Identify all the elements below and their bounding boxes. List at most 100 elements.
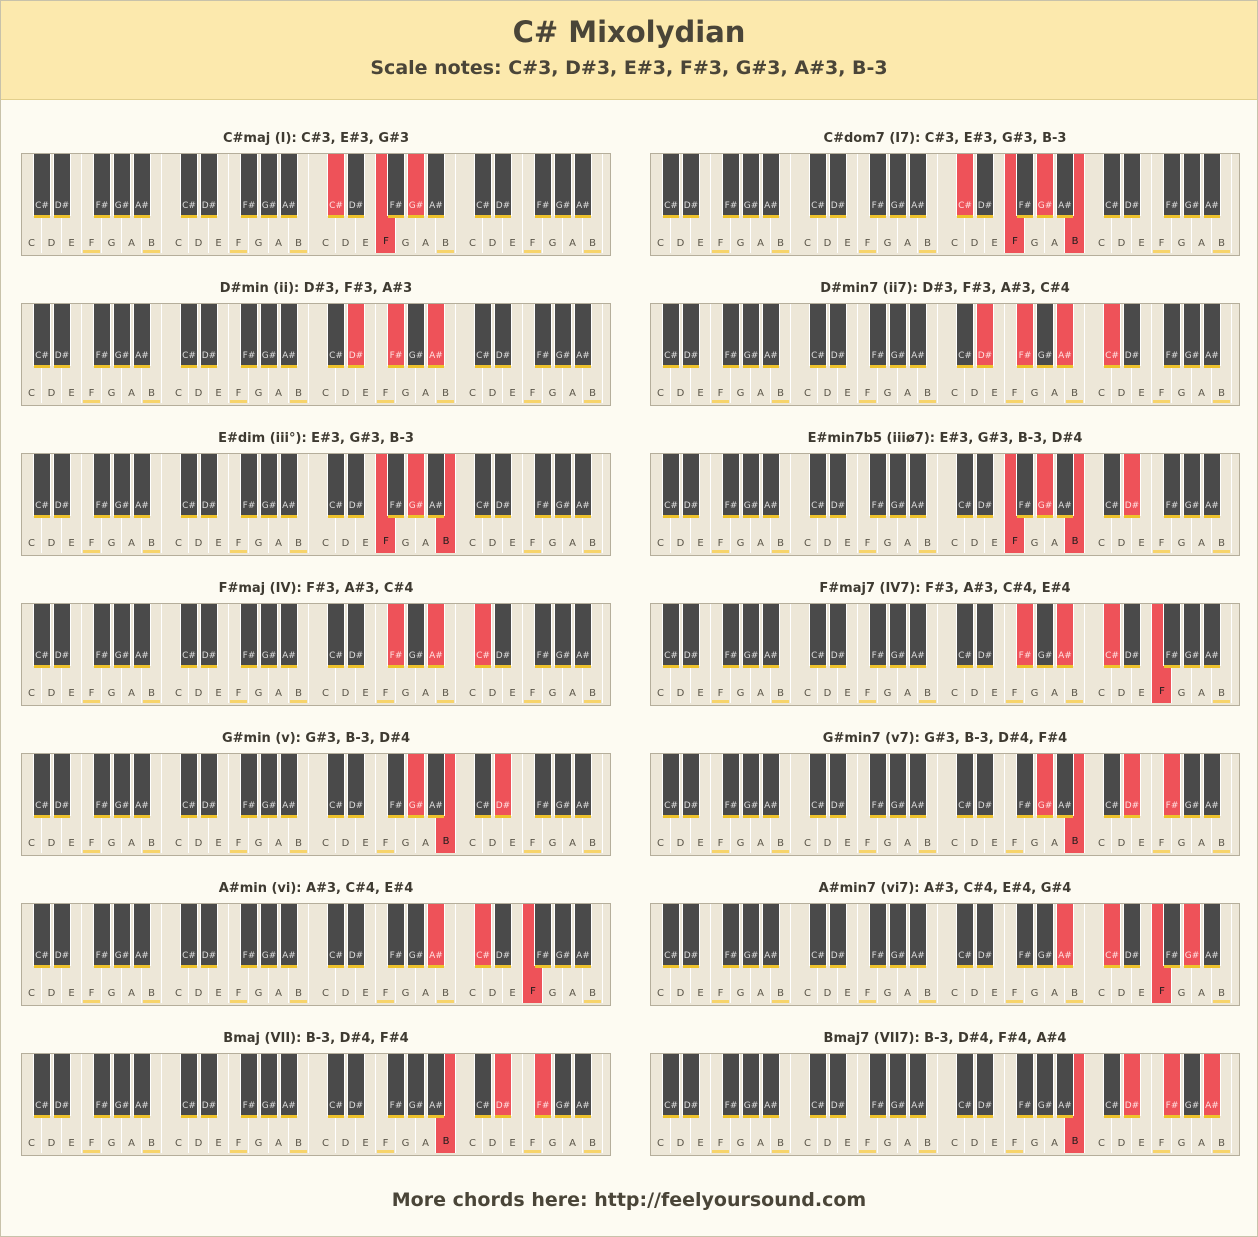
black-key-g-sharp[interactable]: G# <box>1036 754 1054 818</box>
black-key-g-sharp[interactable]: G# <box>554 154 572 218</box>
black-key-g-sharp[interactable]: G# <box>742 754 760 818</box>
black-key-c-sharp[interactable]: C# <box>1103 154 1121 218</box>
black-key-a-sharp[interactable]: A# <box>280 454 298 518</box>
black-key-g-sharp[interactable]: G# <box>260 604 278 668</box>
black-key-g-sharp[interactable]: G# <box>260 754 278 818</box>
black-key-a-sharp[interactable]: A# <box>909 304 927 368</box>
black-key-f-sharp[interactable]: F# <box>869 154 887 218</box>
black-key-f-sharp[interactable]: F# <box>534 604 552 668</box>
black-key-f-sharp[interactable]: F# <box>1016 604 1034 668</box>
black-key-g-sharp[interactable]: G# <box>407 754 425 818</box>
black-key-d-sharp[interactable]: D# <box>347 304 365 368</box>
black-key-c-sharp[interactable]: C# <box>956 904 974 968</box>
black-key-f-sharp[interactable]: F# <box>93 604 111 668</box>
black-key-a-sharp[interactable]: A# <box>574 304 592 368</box>
black-key-d-sharp[interactable]: D# <box>494 904 512 968</box>
black-key-g-sharp[interactable]: G# <box>742 154 760 218</box>
black-key-a-sharp[interactable]: A# <box>427 904 445 968</box>
black-key-g-sharp[interactable]: G# <box>1183 604 1201 668</box>
black-key-f-sharp[interactable]: F# <box>722 454 740 518</box>
black-key-d-sharp[interactable]: D# <box>200 604 218 668</box>
black-key-d-sharp[interactable]: D# <box>829 754 847 818</box>
black-key-d-sharp[interactable]: D# <box>829 154 847 218</box>
black-key-a-sharp[interactable]: A# <box>427 754 445 818</box>
black-key-f-sharp[interactable]: F# <box>240 454 258 518</box>
black-key-f-sharp[interactable]: F# <box>1163 904 1181 968</box>
black-key-f-sharp[interactable]: F# <box>387 604 405 668</box>
black-key-a-sharp[interactable]: A# <box>1056 754 1074 818</box>
black-key-c-sharp[interactable]: C# <box>956 754 974 818</box>
black-key-c-sharp[interactable]: C# <box>180 304 198 368</box>
black-key-d-sharp[interactable]: D# <box>1123 304 1141 368</box>
black-key-d-sharp[interactable]: D# <box>53 1054 71 1118</box>
black-key-f-sharp[interactable]: F# <box>1016 754 1034 818</box>
black-key-g-sharp[interactable]: G# <box>1036 1054 1054 1118</box>
black-key-a-sharp[interactable]: A# <box>574 154 592 218</box>
black-key-c-sharp[interactable]: C# <box>809 904 827 968</box>
black-key-d-sharp[interactable]: D# <box>682 904 700 968</box>
black-key-d-sharp[interactable]: D# <box>494 604 512 668</box>
black-key-g-sharp[interactable]: G# <box>260 454 278 518</box>
black-key-c-sharp[interactable]: C# <box>33 454 51 518</box>
black-key-c-sharp[interactable]: C# <box>180 1054 198 1118</box>
black-key-g-sharp[interactable]: G# <box>407 1054 425 1118</box>
black-key-g-sharp[interactable]: G# <box>554 1054 572 1118</box>
black-key-c-sharp[interactable]: C# <box>809 454 827 518</box>
black-key-c-sharp[interactable]: C# <box>180 454 198 518</box>
black-key-f-sharp[interactable]: F# <box>1016 1054 1034 1118</box>
black-key-c-sharp[interactable]: C# <box>956 154 974 218</box>
black-key-d-sharp[interactable]: D# <box>53 604 71 668</box>
black-key-d-sharp[interactable]: D# <box>976 604 994 668</box>
black-key-g-sharp[interactable]: G# <box>407 304 425 368</box>
black-key-d-sharp[interactable]: D# <box>347 904 365 968</box>
black-key-f-sharp[interactable]: F# <box>93 754 111 818</box>
black-key-d-sharp[interactable]: D# <box>682 604 700 668</box>
black-key-f-sharp[interactable]: F# <box>1163 604 1181 668</box>
black-key-f-sharp[interactable]: F# <box>869 1054 887 1118</box>
black-key-a-sharp[interactable]: A# <box>1056 154 1074 218</box>
black-key-c-sharp[interactable]: C# <box>33 604 51 668</box>
black-key-f-sharp[interactable]: F# <box>387 1054 405 1118</box>
black-key-c-sharp[interactable]: C# <box>1103 1054 1121 1118</box>
black-key-a-sharp[interactable]: A# <box>762 304 780 368</box>
black-key-d-sharp[interactable]: D# <box>494 454 512 518</box>
black-key-d-sharp[interactable]: D# <box>976 754 994 818</box>
black-key-c-sharp[interactable]: C# <box>662 754 680 818</box>
black-key-g-sharp[interactable]: G# <box>113 754 131 818</box>
black-key-f-sharp[interactable]: F# <box>534 904 552 968</box>
black-key-d-sharp[interactable]: D# <box>347 754 365 818</box>
black-key-c-sharp[interactable]: C# <box>33 754 51 818</box>
black-key-d-sharp[interactable]: D# <box>494 754 512 818</box>
black-key-d-sharp[interactable]: D# <box>682 1054 700 1118</box>
black-key-g-sharp[interactable]: G# <box>113 304 131 368</box>
black-key-f-sharp[interactable]: F# <box>93 154 111 218</box>
black-key-a-sharp[interactable]: A# <box>574 1054 592 1118</box>
black-key-a-sharp[interactable]: A# <box>762 904 780 968</box>
black-key-c-sharp[interactable]: C# <box>956 604 974 668</box>
black-key-d-sharp[interactable]: D# <box>829 604 847 668</box>
black-key-f-sharp[interactable]: F# <box>722 604 740 668</box>
black-key-c-sharp[interactable]: C# <box>180 754 198 818</box>
black-key-g-sharp[interactable]: G# <box>554 454 572 518</box>
black-key-d-sharp[interactable]: D# <box>53 154 71 218</box>
black-key-f-sharp[interactable]: F# <box>869 454 887 518</box>
black-key-g-sharp[interactable]: G# <box>407 454 425 518</box>
black-key-d-sharp[interactable]: D# <box>494 154 512 218</box>
black-key-g-sharp[interactable]: G# <box>113 154 131 218</box>
black-key-g-sharp[interactable]: G# <box>260 154 278 218</box>
black-key-a-sharp[interactable]: A# <box>1203 604 1221 668</box>
black-key-d-sharp[interactable]: D# <box>682 154 700 218</box>
black-key-d-sharp[interactable]: D# <box>53 904 71 968</box>
black-key-a-sharp[interactable]: A# <box>280 154 298 218</box>
black-key-g-sharp[interactable]: G# <box>554 304 572 368</box>
black-key-g-sharp[interactable]: G# <box>742 904 760 968</box>
black-key-f-sharp[interactable]: F# <box>93 904 111 968</box>
black-key-a-sharp[interactable]: A# <box>133 604 151 668</box>
black-key-c-sharp[interactable]: C# <box>809 1054 827 1118</box>
black-key-d-sharp[interactable]: D# <box>682 754 700 818</box>
black-key-d-sharp[interactable]: D# <box>1123 604 1141 668</box>
black-key-c-sharp[interactable]: C# <box>662 154 680 218</box>
black-key-d-sharp[interactable]: D# <box>682 454 700 518</box>
black-key-d-sharp[interactable]: D# <box>1123 754 1141 818</box>
black-key-f-sharp[interactable]: F# <box>240 904 258 968</box>
